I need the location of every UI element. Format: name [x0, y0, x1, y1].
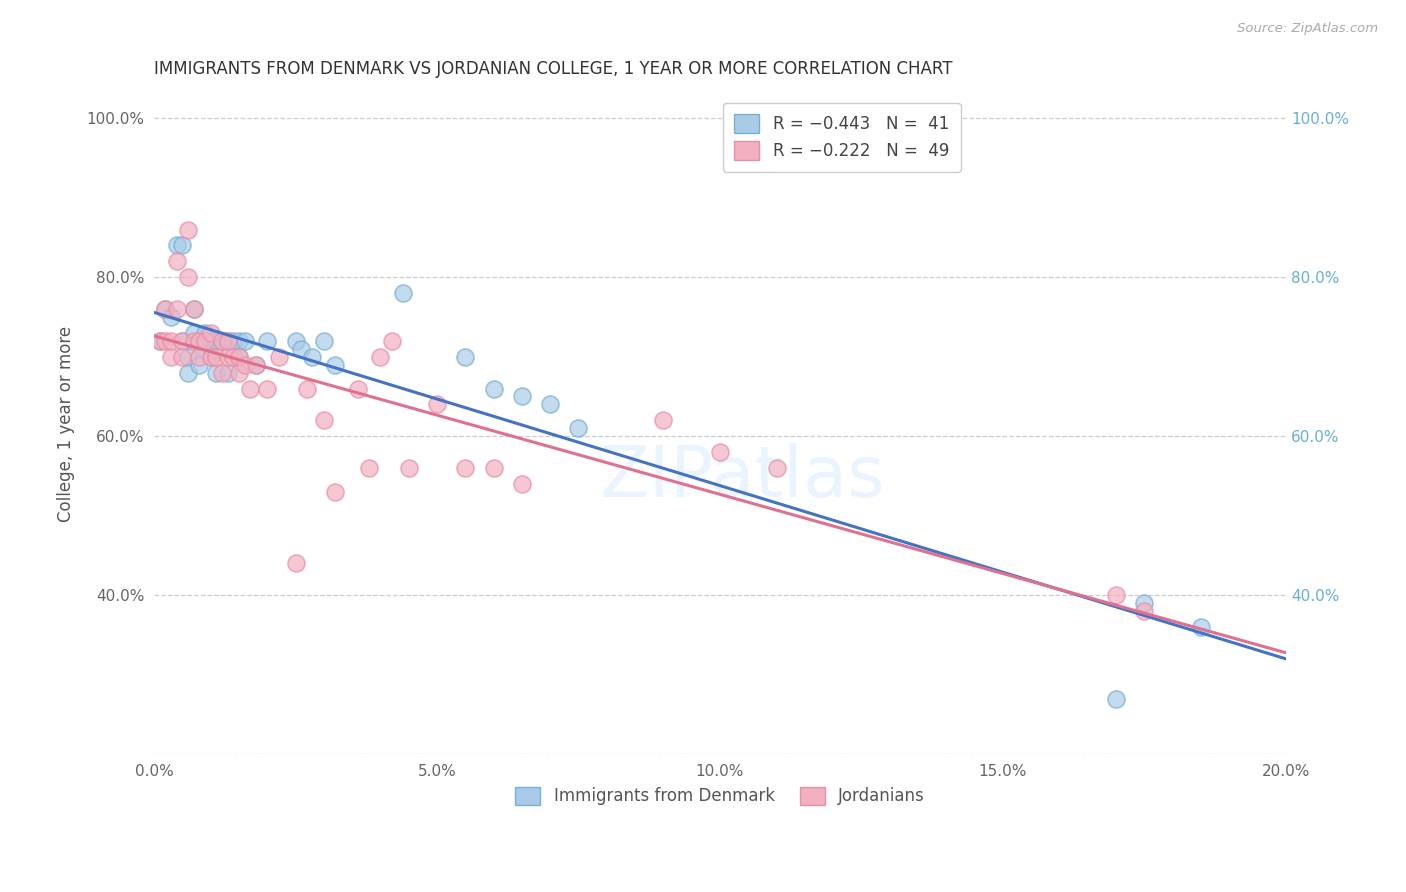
Point	[1133, 604, 1156, 618]
Point	[346, 382, 368, 396]
Point	[183, 301, 205, 316]
Point	[228, 366, 250, 380]
Point	[183, 301, 205, 316]
Point	[183, 326, 205, 340]
Point	[177, 350, 200, 364]
Point	[177, 366, 200, 380]
Point	[177, 222, 200, 236]
Point	[200, 350, 222, 364]
Point	[155, 301, 177, 316]
Point	[256, 382, 278, 396]
Point	[359, 461, 381, 475]
Point	[172, 334, 194, 348]
Point	[188, 358, 211, 372]
Point	[323, 358, 346, 372]
Point	[510, 477, 533, 491]
Point	[194, 326, 217, 340]
Point	[245, 358, 267, 372]
Point	[211, 366, 233, 380]
Point	[217, 334, 239, 348]
Point	[172, 238, 194, 252]
Point	[205, 334, 228, 348]
Point	[211, 334, 233, 348]
Point	[155, 301, 177, 316]
Point	[1105, 588, 1128, 602]
Point	[370, 350, 392, 364]
Point	[709, 445, 731, 459]
Point	[567, 421, 589, 435]
Point	[267, 350, 290, 364]
Point	[426, 397, 449, 411]
Point	[482, 382, 505, 396]
Point	[177, 270, 200, 285]
Point	[454, 350, 477, 364]
Point	[652, 413, 675, 427]
Point	[256, 334, 278, 348]
Point	[765, 461, 787, 475]
Point	[284, 557, 307, 571]
Point	[290, 342, 312, 356]
Point	[160, 334, 183, 348]
Point	[149, 334, 172, 348]
Point	[1189, 620, 1212, 634]
Point	[233, 358, 256, 372]
Point	[381, 334, 404, 348]
Point	[166, 238, 188, 252]
Point	[188, 334, 211, 348]
Point	[1105, 691, 1128, 706]
Text: Source: ZipAtlas.com: Source: ZipAtlas.com	[1237, 22, 1378, 36]
Point	[222, 334, 245, 348]
Point	[194, 342, 217, 356]
Point	[1133, 596, 1156, 610]
Point	[284, 334, 307, 348]
Point	[211, 334, 233, 348]
Point	[160, 350, 183, 364]
Point	[166, 254, 188, 268]
Point	[217, 366, 239, 380]
Y-axis label: College, 1 year or more: College, 1 year or more	[58, 326, 75, 523]
Point	[222, 350, 245, 364]
Point	[482, 461, 505, 475]
Point	[205, 350, 228, 364]
Point	[200, 350, 222, 364]
Point	[188, 350, 211, 364]
Point	[183, 334, 205, 348]
Point	[200, 326, 222, 340]
Point	[538, 397, 561, 411]
Point	[312, 413, 335, 427]
Text: IMMIGRANTS FROM DENMARK VS JORDANIAN COLLEGE, 1 YEAR OR MORE CORRELATION CHART: IMMIGRANTS FROM DENMARK VS JORDANIAN COL…	[155, 60, 952, 78]
Point	[205, 366, 228, 380]
Point	[228, 334, 250, 348]
Point	[188, 334, 211, 348]
Point	[155, 334, 177, 348]
Point	[228, 350, 250, 364]
Point	[149, 334, 172, 348]
Point	[295, 382, 318, 396]
Point	[398, 461, 420, 475]
Point	[194, 334, 217, 348]
Point	[217, 334, 239, 348]
Point	[172, 350, 194, 364]
Point	[312, 334, 335, 348]
Point	[510, 390, 533, 404]
Point	[200, 334, 222, 348]
Point	[454, 461, 477, 475]
Point	[217, 350, 239, 364]
Point	[166, 301, 188, 316]
Point	[233, 334, 256, 348]
Point	[245, 358, 267, 372]
Text: ZIPatlas: ZIPatlas	[600, 442, 886, 512]
Legend: Immigrants from Denmark, Jordanians: Immigrants from Denmark, Jordanians	[509, 780, 931, 812]
Point	[228, 350, 250, 364]
Point	[160, 310, 183, 324]
Point	[239, 382, 262, 396]
Point	[172, 334, 194, 348]
Point	[323, 484, 346, 499]
Point	[392, 286, 415, 301]
Point	[301, 350, 323, 364]
